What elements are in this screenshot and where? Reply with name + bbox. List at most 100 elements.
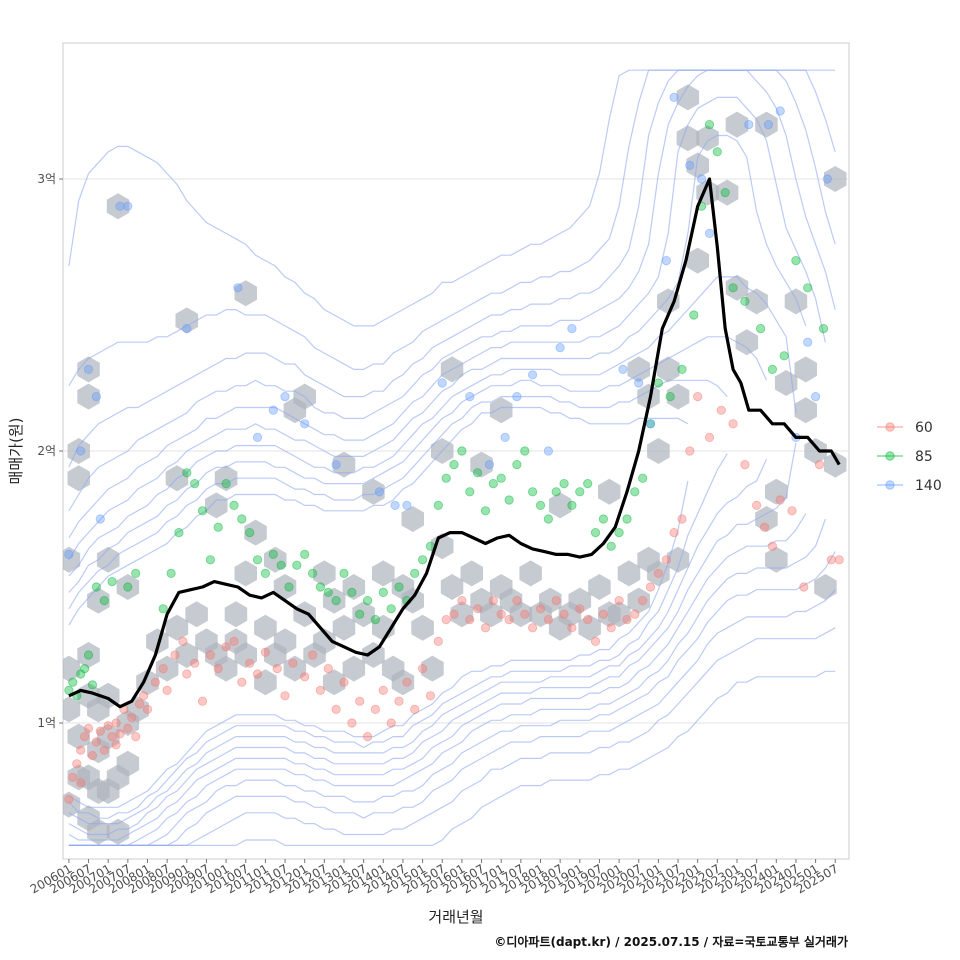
hexbin <box>136 669 159 696</box>
data-point-85 <box>323 587 333 598</box>
hexbin <box>106 193 130 220</box>
hexbin <box>77 642 100 668</box>
data-point-140 <box>91 391 102 402</box>
hexbin <box>627 356 650 383</box>
hexbin <box>96 546 120 573</box>
data-point-85 <box>80 663 90 674</box>
hexbin <box>77 383 100 410</box>
hexbin <box>637 383 660 410</box>
legend-label: 60 <box>915 420 933 436</box>
hexbin <box>568 587 592 614</box>
data-point-60 <box>638 595 648 606</box>
data-point-60 <box>64 794 74 804</box>
data-point-140 <box>182 323 192 334</box>
data-point-85 <box>362 595 373 606</box>
hexbin <box>205 492 228 519</box>
hexbin <box>765 478 788 505</box>
density-contours <box>68 69 836 846</box>
data-point-85 <box>779 351 789 361</box>
data-point-85 <box>252 555 263 565</box>
data-point-140 <box>95 514 105 524</box>
data-point-60 <box>417 663 428 674</box>
hexbin <box>440 574 464 600</box>
data-point-140 <box>437 378 447 388</box>
hexbin <box>106 818 130 845</box>
hexbin <box>588 574 611 600</box>
data-point-60 <box>449 609 459 619</box>
data-point-60 <box>245 658 255 668</box>
data-point-140 <box>115 201 125 211</box>
hexbin <box>794 397 817 424</box>
data-point-60 <box>441 614 451 625</box>
data-point-85 <box>818 323 829 334</box>
data-point-140 <box>268 405 278 415</box>
data-point-140 <box>618 364 628 374</box>
data-point-60 <box>95 726 105 736</box>
hexbin <box>617 560 641 587</box>
hexbin <box>725 111 749 138</box>
gridlines <box>63 178 849 724</box>
density-contour <box>68 518 826 846</box>
data-point-60 <box>99 745 109 755</box>
data-point-60 <box>590 636 601 647</box>
data-point-60 <box>559 609 569 619</box>
hexbin <box>460 560 483 587</box>
data-point-60 <box>472 604 483 614</box>
data-point-140 <box>555 342 565 353</box>
data-point-85 <box>292 560 302 570</box>
data-point-85 <box>496 473 506 483</box>
density-contour <box>68 276 797 577</box>
data-point-60 <box>520 609 530 619</box>
hexbin <box>647 438 670 464</box>
data-point-85 <box>284 582 294 592</box>
data-point-85 <box>394 582 404 592</box>
hexbin <box>401 587 424 614</box>
data-point-85 <box>575 487 585 497</box>
data-point-60 <box>583 614 593 625</box>
median-line <box>68 177 841 709</box>
data-point-140 <box>500 432 510 442</box>
data-point-60 <box>402 677 412 687</box>
hexbin <box>794 356 817 383</box>
data-point-85 <box>512 459 522 470</box>
data-point-85 <box>107 576 117 587</box>
data-point-140 <box>634 378 644 388</box>
hexbin <box>765 546 788 573</box>
density-contour <box>68 458 768 825</box>
data-point-60 <box>630 609 640 619</box>
data-point-60 <box>158 663 168 674</box>
hexbin <box>234 280 257 307</box>
data-point-85 <box>197 506 208 516</box>
hexbin <box>116 574 140 600</box>
data-point-60 <box>661 555 671 565</box>
hexbin <box>686 247 709 274</box>
data-point-85 <box>622 514 632 524</box>
data-point-60 <box>814 459 825 470</box>
data-point-85 <box>229 500 239 510</box>
data-point-60 <box>767 541 778 551</box>
data-point-140 <box>484 459 494 470</box>
data-point-140 <box>669 92 679 103</box>
legend-key-point <box>885 422 895 432</box>
hexbin <box>676 84 700 111</box>
data-point-60 <box>111 718 121 728</box>
data-point-85 <box>457 446 467 456</box>
data-point-85 <box>472 468 483 478</box>
data-point-85 <box>410 568 420 579</box>
data-point-140 <box>803 337 813 347</box>
data-point-60 <box>300 672 310 682</box>
data-point-60 <box>170 650 180 660</box>
hexbin <box>489 397 513 424</box>
data-point-85 <box>83 650 94 660</box>
data-point-85 <box>174 527 184 538</box>
data-point-60 <box>139 691 149 701</box>
data-point-140 <box>233 283 243 293</box>
data-point-60 <box>252 669 263 679</box>
hexbin <box>332 451 356 478</box>
x-axis-title: 거래년월 <box>428 908 483 926</box>
density-contour <box>68 627 836 846</box>
data-point-85 <box>740 296 750 306</box>
source-caption: ©디아파트(dapt.kr) / 2025.07.15 / 자료=국토교통부 실… <box>494 935 848 949</box>
data-point-140 <box>645 419 656 429</box>
data-point-60 <box>751 500 762 510</box>
